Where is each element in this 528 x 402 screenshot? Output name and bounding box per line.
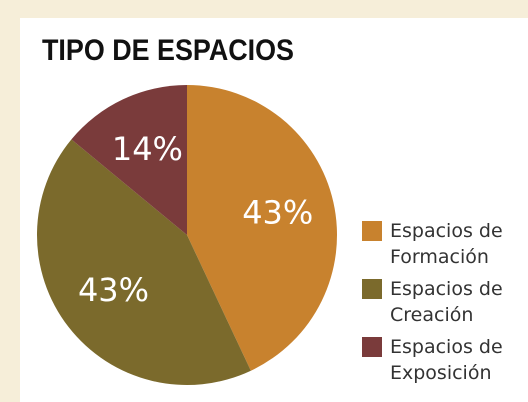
pie-slice bbox=[187, 85, 337, 371]
pie-slice bbox=[36, 139, 251, 386]
value-label: 43% bbox=[78, 271, 149, 309]
legend-label: Espacios de Creación bbox=[390, 278, 503, 326]
value-label: 43% bbox=[242, 194, 313, 232]
pie-slice bbox=[71, 85, 187, 235]
legend: Espacios de Formación Espacios de Creació… bbox=[362, 218, 512, 392]
legend-item: Espacios de Exposición bbox=[362, 334, 512, 386]
legend-item: Espacios de Creación bbox=[362, 276, 512, 328]
legend-item: Espacios de Formación bbox=[362, 218, 512, 270]
legend-label: Espacios de Exposición bbox=[390, 336, 503, 384]
value-label: 14% bbox=[112, 130, 183, 168]
legend-swatch bbox=[362, 337, 382, 357]
chart-title: TIPO DE ESPACIOS bbox=[42, 34, 294, 67]
legend-swatch bbox=[362, 221, 382, 241]
legend-swatch bbox=[362, 279, 382, 299]
legend-label: Espacios de Formación bbox=[390, 220, 503, 268]
